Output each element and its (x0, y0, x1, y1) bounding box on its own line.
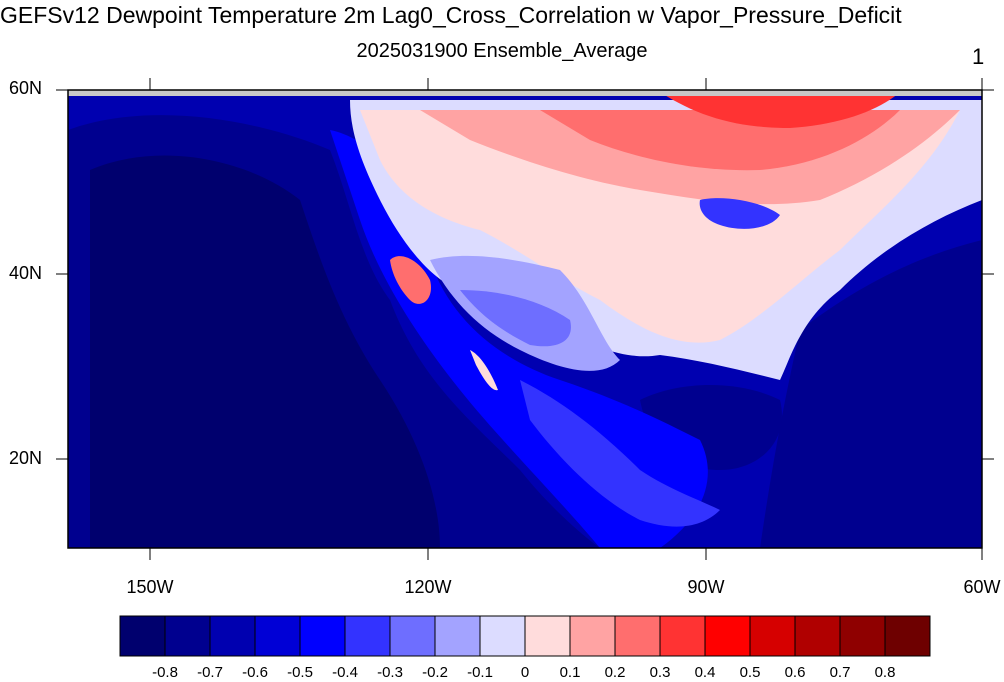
colorbar-tick-label: 0.2 (604, 664, 626, 681)
colorbar-tick-label: 0.7 (829, 664, 851, 681)
colorbar-swatch (524, 615, 571, 657)
chart-title: GEFSv12 Dewpoint Temperature 2m Lag0_Cro… (0, 2, 902, 28)
colorbar-swatch (434, 615, 481, 657)
california-red (390, 256, 431, 304)
colorbar-tick-label: 0.6 (784, 664, 806, 681)
colorbar (119, 615, 931, 657)
colorbar-swatch (884, 615, 931, 657)
north-red-core (660, 92, 900, 128)
colorbar-tick-label: -0.3 (377, 664, 403, 681)
colorbar-tick-label: -0.4 (332, 664, 358, 681)
colorbar-swatch (209, 615, 256, 657)
colorbar-swatch (749, 615, 796, 657)
great-lakes (699, 198, 780, 229)
colorbar-swatch (839, 615, 886, 657)
lat-label-20n: 20N (8, 448, 42, 468)
colorbar-swatch (794, 615, 841, 657)
colorbar-tick-label: -0.1 (467, 664, 493, 681)
colorbar-swatch (254, 615, 301, 657)
colorbar-tick-label: -0.7 (197, 664, 223, 681)
colorbar-swatch (119, 615, 166, 657)
colorbar-swatch (569, 615, 616, 657)
colorbar-tick-label: 0.8 (874, 664, 896, 681)
colorbar-tick-label: -0.2 (422, 664, 448, 681)
colorbar-swatch (614, 615, 661, 657)
colorbar-tick-label: 0.4 (694, 664, 716, 681)
atlantic-region (760, 240, 982, 548)
lon-label-150w: 150W (126, 577, 174, 597)
colorbar-swatch (704, 615, 751, 657)
colorbar-tick-label: 0.3 (649, 664, 671, 681)
colorbar-swatch (389, 615, 436, 657)
colorbar-tick-label: -0.8 (152, 664, 178, 681)
colorbar-swatch (659, 615, 706, 657)
colorbar-tick-label: -0.5 (287, 664, 313, 681)
lon-label-60w: 60W (963, 577, 1001, 597)
southwest-core (460, 290, 571, 347)
lon-label-90w: 90W (687, 577, 725, 597)
colorbar-tick-label: 0.1 (559, 664, 581, 681)
panel-number: 1 (972, 44, 985, 69)
lat-label-60n: 60N (8, 78, 42, 98)
colorbar-swatch (344, 615, 391, 657)
colorbar-swatch (479, 615, 526, 657)
colorbar-tick-label: 0.5 (739, 664, 761, 681)
colorbar-swatch (164, 615, 211, 657)
lon-label-120w: 120W (404, 577, 452, 597)
missing-strip (68, 90, 982, 96)
colorbar-tick-label: 0 (520, 664, 530, 681)
map-ticks (56, 78, 994, 560)
map-frame (67, 89, 983, 549)
pacific-deep-region (90, 155, 440, 548)
lat-label-40n: 40N (8, 263, 42, 283)
map-field (68, 90, 982, 548)
mexico-region (520, 380, 720, 527)
colorbar-tick-label: -0.6 (242, 664, 268, 681)
chart-subtitle: 2025031900 Ensemble_Average (356, 40, 648, 62)
baja-spot (470, 350, 498, 391)
coastal-blue (330, 130, 708, 548)
colorbar-swatch (299, 615, 346, 657)
